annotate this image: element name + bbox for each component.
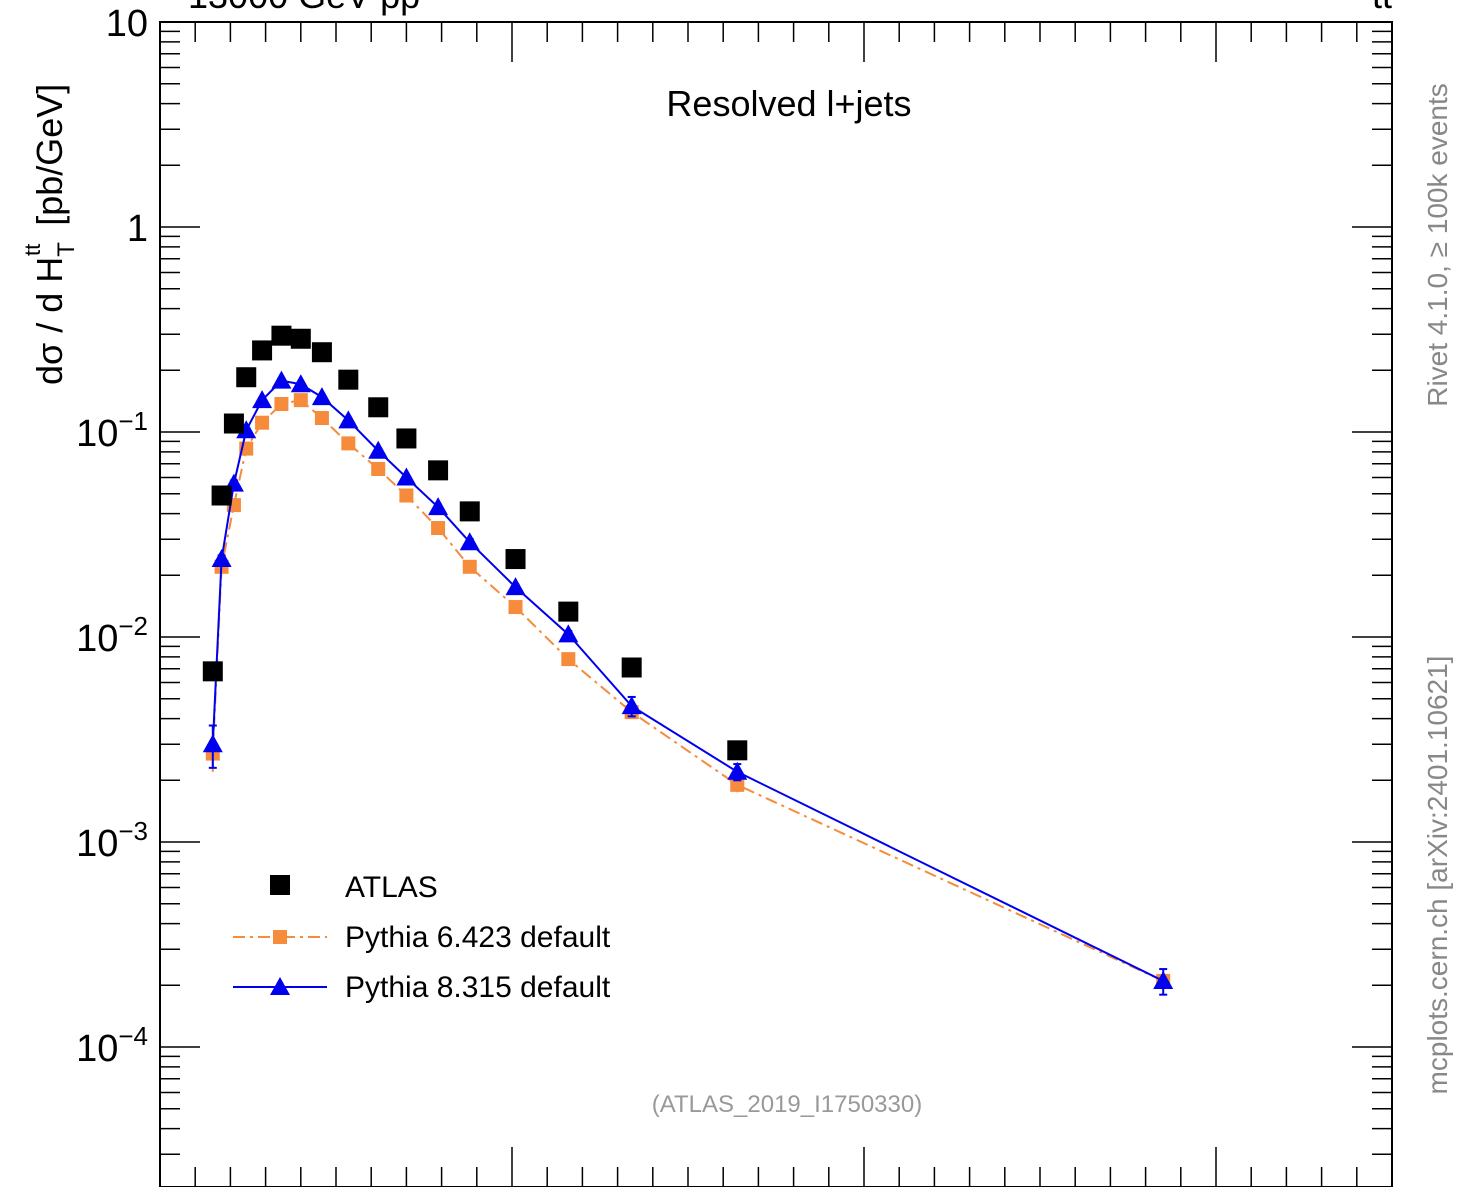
y-tick-labels: 10 1 10−1 10−2 10−3 10−4 [76, 3, 148, 1070]
point-pythia6 [274, 396, 289, 411]
legend-label-pythia8: Pythia 8.315 default [345, 971, 611, 1004]
y-tick-label: 10−4 [76, 1021, 148, 1070]
point-atlas [202, 661, 223, 682]
point-pythia8 [1153, 970, 1174, 989]
point-pythia8 [236, 420, 257, 439]
point-pythia6 [371, 461, 386, 476]
point-pythia8 [505, 577, 526, 596]
point-atlas [621, 657, 642, 678]
legend-marker-atlas [270, 875, 290, 895]
point-atlas [236, 367, 257, 388]
plot-frame [159, 21, 1393, 1187]
y-tick-label: 1 [127, 208, 148, 250]
legend-marker-pythia8 [270, 977, 290, 995]
analysis-tag: (ATLAS_2019_I1750330) [652, 1091, 922, 1118]
point-atlas [428, 460, 449, 481]
legend: ATLAS Pythia 6.423 default Pythia 8.315 … [233, 871, 611, 1004]
point-atlas [396, 428, 417, 449]
point-pythia6 [561, 652, 576, 667]
point-atlas [368, 397, 389, 418]
point-pythia8 [396, 467, 417, 486]
rivet-version-label: Rivet 4.1.0, ≥ 100k events [1422, 83, 1453, 407]
point-pythia6 [431, 521, 446, 536]
point-pythia6 [508, 600, 523, 615]
point-pythia6 [314, 411, 329, 426]
point-pythia8 [368, 440, 389, 459]
point-pythia8 [558, 624, 579, 643]
point-pythia8 [338, 410, 359, 429]
point-atlas [311, 342, 332, 363]
y-tick-label: 10−3 [76, 816, 148, 865]
point-pythia8 [459, 532, 480, 551]
point-pythia6 [730, 777, 745, 792]
point-pythia6 [293, 393, 308, 408]
point-pythia8 [290, 374, 311, 393]
point-pythia8 [252, 390, 273, 409]
point-pythia6 [462, 559, 477, 574]
point-atlas [459, 501, 480, 522]
point-atlas [727, 740, 748, 761]
y-tick-label: 10−1 [76, 406, 148, 455]
point-pythia6 [255, 415, 270, 430]
svg-text:dσ / d HTtt [pb/GeV]: dσ / d HTtt [pb/GeV] [20, 84, 80, 385]
point-pythia8 [311, 387, 332, 406]
point-pythia8 [271, 370, 292, 389]
point-atlas [290, 328, 311, 349]
mcplots-label: mcplots.cern.ch [arXiv:2401.10621] [1422, 656, 1453, 1095]
legend-label-pythia6: Pythia 6.423 default [345, 921, 611, 954]
collision-energy-label: 13000 GeV pp [188, 0, 420, 16]
point-atlas [252, 340, 273, 361]
point-atlas [223, 413, 244, 434]
point-pythia8 [211, 549, 232, 568]
series-line-pythia6 [211, 399, 1164, 982]
point-atlas [271, 325, 292, 346]
y-axis-label: dσ / d HTtt [pb/GeV] [20, 84, 80, 385]
point-atlas [338, 369, 359, 390]
point-atlas [505, 549, 526, 570]
point-pythia6 [399, 488, 414, 503]
legend-label-atlas: ATLAS [345, 871, 438, 904]
point-pythia8 [727, 761, 748, 780]
point-pythia6 [341, 436, 356, 451]
process-label: tt [1372, 0, 1392, 16]
series-layer [202, 325, 1174, 996]
series-line-pythia8 [211, 379, 1164, 982]
point-pythia8 [621, 696, 642, 715]
point-pythia8 [202, 734, 223, 753]
point-atlas [211, 485, 232, 506]
legend-marker-pythia6 [273, 930, 287, 944]
point-pythia8 [428, 497, 449, 516]
point-atlas [558, 601, 579, 622]
y-tick-label: 10 [106, 3, 148, 45]
axis-ticks [159, 21, 1393, 1187]
y-tick-label: 10−2 [76, 611, 148, 660]
chart-title: Resolved l+jets [666, 83, 911, 124]
